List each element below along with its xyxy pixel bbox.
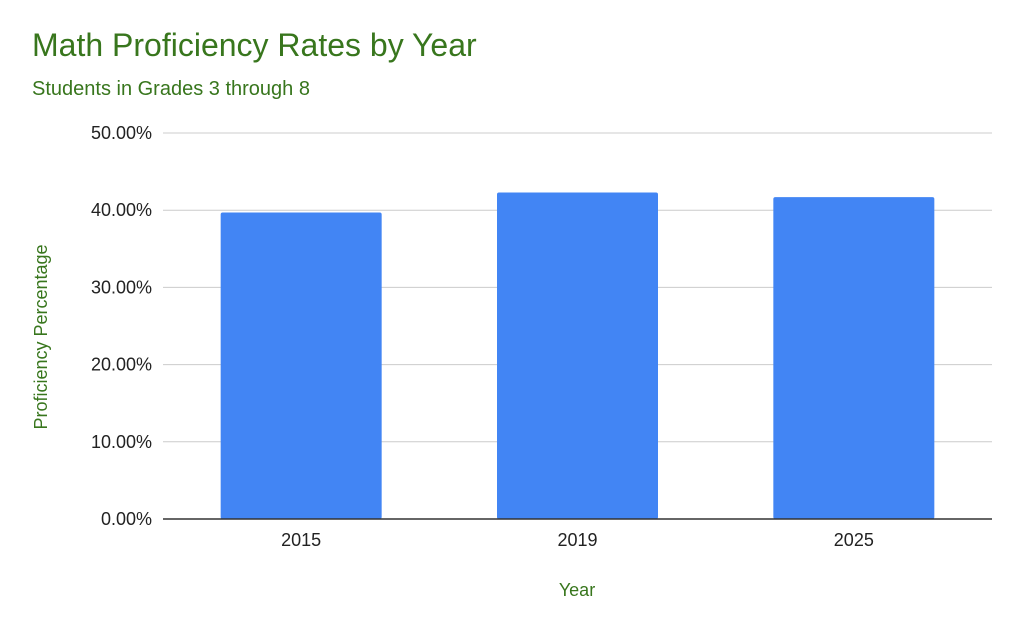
x-axis-label: Year — [559, 580, 595, 600]
y-tick-label: 40.00% — [91, 200, 152, 220]
y-axis-label: Proficiency Percentage — [31, 244, 51, 429]
x-tick-label: 2019 — [557, 530, 597, 550]
chart-title: Math Proficiency Rates by Year — [32, 27, 477, 63]
x-tick-label: 2025 — [834, 530, 874, 550]
x-tick-label: 2015 — [281, 530, 321, 550]
y-tick-label: 0.00% — [101, 509, 152, 529]
y-tick-labels: 0.00% 10.00% 20.00% 30.00% 40.00% 50.00% — [91, 123, 152, 529]
chart-subtitle: Students in Grades 3 through 8 — [32, 78, 310, 100]
y-tick-label: 50.00% — [91, 123, 152, 143]
bar-2015 — [220, 212, 382, 520]
bars — [220, 192, 935, 520]
x-tick-labels: 2015 2019 2025 — [281, 530, 874, 550]
bar-2019 — [497, 192, 658, 519]
y-tick-label: 30.00% — [91, 277, 152, 297]
y-tick-label: 20.00% — [91, 355, 152, 375]
y-tick-label: 10.00% — [91, 432, 152, 452]
bar-2025 — [773, 197, 935, 520]
